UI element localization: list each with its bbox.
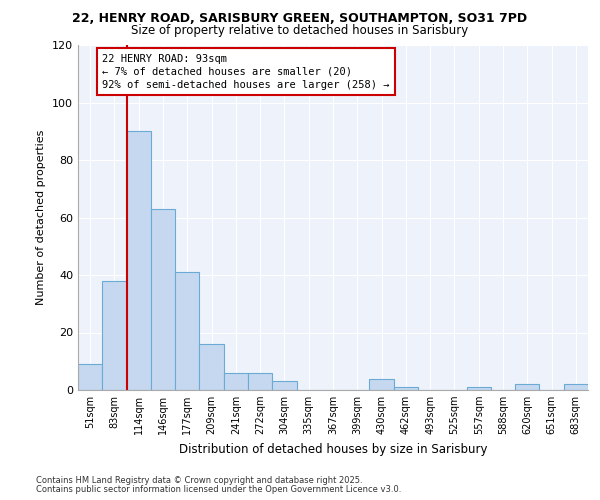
Bar <box>370 378 394 390</box>
Text: Contains HM Land Registry data © Crown copyright and database right 2025.: Contains HM Land Registry data © Crown c… <box>36 476 362 485</box>
X-axis label: Distribution of detached houses by size in Sarisbury: Distribution of detached houses by size … <box>179 442 487 456</box>
Text: Size of property relative to detached houses in Sarisbury: Size of property relative to detached ho… <box>131 24 469 37</box>
Y-axis label: Number of detached properties: Number of detached properties <box>37 130 46 305</box>
Bar <box>199 344 224 390</box>
Bar <box>151 209 175 390</box>
Bar <box>272 382 296 390</box>
Bar <box>78 364 102 390</box>
Bar <box>515 384 539 390</box>
Bar <box>224 373 248 390</box>
Bar <box>564 384 588 390</box>
Text: 22, HENRY ROAD, SARISBURY GREEN, SOUTHAMPTON, SO31 7PD: 22, HENRY ROAD, SARISBURY GREEN, SOUTHAM… <box>73 12 527 26</box>
Bar <box>467 387 491 390</box>
Bar <box>102 281 127 390</box>
Bar <box>394 387 418 390</box>
Bar <box>248 373 272 390</box>
Bar <box>175 272 199 390</box>
Text: Contains public sector information licensed under the Open Government Licence v3: Contains public sector information licen… <box>36 485 401 494</box>
Bar <box>127 132 151 390</box>
Text: 22 HENRY ROAD: 93sqm
← 7% of detached houses are smaller (20)
92% of semi-detach: 22 HENRY ROAD: 93sqm ← 7% of detached ho… <box>102 54 390 90</box>
